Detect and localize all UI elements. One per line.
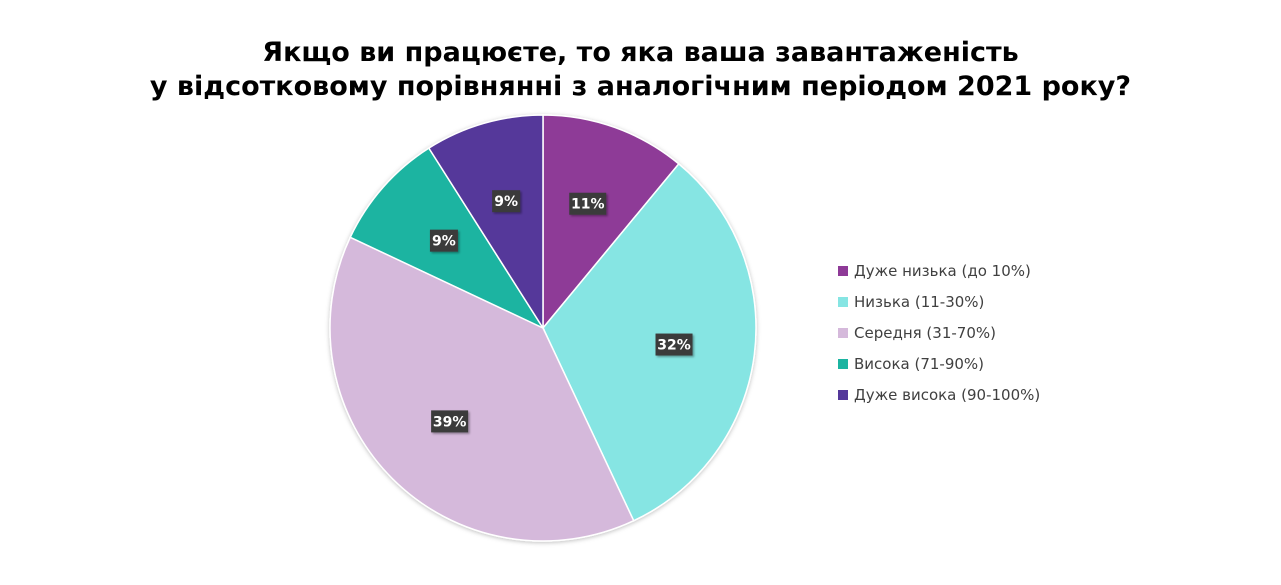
data-label-text: 39%: [433, 414, 467, 430]
legend-item-3: Середня (31-70%): [838, 317, 1040, 348]
data-label-text: 32%: [657, 338, 691, 354]
legend-swatch: [838, 327, 848, 338]
legend-label: Середня (31-70%): [854, 323, 996, 342]
pie-slice-5: [427, 114, 544, 331]
data-label-2: 32%: [655, 333, 693, 356]
legend-label: Дуже низька (до 10%): [854, 261, 1031, 280]
pie-slices: [329, 114, 757, 542]
legend-item-1: Дуже низька (до 10%): [838, 255, 1040, 286]
data-label-text: 9%: [432, 234, 456, 250]
legend-label: Дуже висока (90-100%): [854, 385, 1041, 404]
chart-title-line-1: Якщо ви працюєте, то яка ваша завантажен…: [262, 37, 1019, 68]
legend-label: Низька (11-30%): [854, 292, 985, 311]
legend-swatch: [838, 265, 848, 276]
data-label-box: [431, 410, 469, 433]
chart-title-line-2: у відсотковому порівнянні з аналогічним …: [149, 71, 1132, 102]
data-label-text: 9%: [494, 194, 518, 210]
pie-slice-3: [329, 236, 635, 542]
data-label-box: [429, 229, 458, 252]
pie-data-labels: 11% 32% 39% 9% 9%: [429, 190, 693, 433]
chart-legend: Дуже низька (до 10%) Низька (11-30%) Серед…: [838, 255, 1040, 410]
legend-item-2: Низька (11-30%): [838, 286, 1040, 317]
legend-swatch: [838, 389, 848, 400]
data-label-box: [655, 333, 693, 356]
legend-swatch: [838, 296, 848, 307]
data-label-box: [569, 192, 607, 215]
legend-swatch: [838, 358, 848, 369]
pie-slice-1: [542, 114, 680, 331]
legend-item-5: Дуже висока (90-100%): [838, 379, 1040, 410]
data-label-box: [492, 190, 521, 213]
legend-item-4: Висока (71-90%): [838, 348, 1040, 379]
data-label-text: 11%: [571, 197, 605, 213]
data-label-5: 9%: [492, 190, 521, 213]
data-label-3: 39%: [431, 410, 469, 433]
legend-label: Висока (71-90%): [854, 354, 985, 373]
data-label-1: 11%: [569, 192, 607, 215]
pie-slice-2: [542, 162, 757, 522]
data-label-4: 9%: [429, 229, 458, 252]
chart-title: Якщо ви працюєте, то яка ваша завантажен…: [0, 36, 1281, 104]
